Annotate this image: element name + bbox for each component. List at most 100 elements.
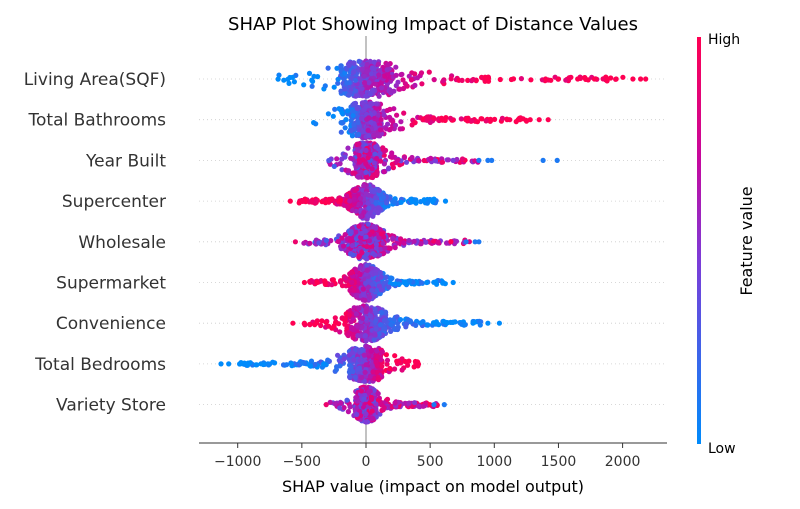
shap-point: [331, 323, 337, 329]
shap-point: [364, 267, 370, 273]
shap-point: [346, 62, 352, 69]
shap-point: [373, 326, 379, 332]
shap-point: [448, 76, 454, 82]
shap-point: [328, 238, 334, 244]
shap-point: [411, 238, 417, 244]
shap-point: [343, 117, 349, 123]
shap-point: [407, 278, 413, 284]
shap-point: [300, 198, 306, 204]
shap-point: [354, 106, 360, 112]
shap-point: [351, 122, 357, 128]
shap-point: [350, 113, 356, 119]
shap-point: [365, 213, 371, 219]
shap-point: [349, 350, 355, 356]
shap-outlier-point: [630, 76, 636, 82]
shap-point: [354, 292, 360, 298]
shap-outlier-point: [536, 117, 542, 123]
shap-point: [286, 80, 292, 86]
shap-point: [314, 320, 320, 326]
shap-point: [368, 415, 374, 422]
shap-outlier-point: [485, 320, 491, 326]
shap-outlier-point: [638, 76, 644, 82]
shap-point: [356, 58, 362, 64]
shap-outlier-point: [575, 76, 581, 82]
shap-point: [397, 86, 403, 92]
shap-point: [381, 326, 387, 332]
shap-point: [363, 309, 369, 315]
shap-point: [339, 109, 345, 116]
shap-point: [352, 187, 358, 193]
shap-point: [326, 323, 332, 329]
shap-point: [384, 396, 391, 402]
shap-point: [373, 194, 379, 201]
shap-point: [351, 357, 357, 363]
shap-point: [338, 129, 344, 135]
shap-point: [334, 156, 340, 162]
shap-point: [359, 66, 365, 72]
shap-point: [388, 321, 394, 327]
shap-point: [347, 404, 353, 410]
shap-point: [392, 400, 398, 406]
shap-point: [346, 92, 352, 98]
shap-point: [499, 115, 505, 121]
shap-point: [497, 76, 503, 83]
shap-point: [365, 164, 371, 170]
feature-label: Total Bathrooms: [28, 111, 167, 131]
shap-point: [398, 199, 404, 205]
shap-point: [367, 373, 373, 379]
shap-point: [361, 396, 367, 402]
shap-outlier-point: [323, 402, 329, 408]
shap-point: [351, 101, 357, 107]
shap-point: [366, 80, 372, 86]
shap-point: [373, 245, 379, 251]
shap-point: [342, 125, 348, 131]
shap-outlier-point: [613, 76, 619, 82]
shap-point: [375, 210, 381, 216]
shap-point: [406, 237, 412, 244]
shap-point: [356, 253, 362, 259]
shap-point: [423, 239, 429, 245]
shap-point: [470, 76, 476, 83]
shap-point: [346, 168, 352, 174]
shap-point: [339, 235, 345, 241]
feature-label: Living Area(SQF): [24, 70, 166, 90]
shap-point: [401, 240, 407, 246]
shap-point: [376, 93, 382, 99]
shap-point: [371, 160, 377, 166]
shap-point: [528, 77, 534, 83]
shap-point: [357, 265, 363, 271]
shap-point: [306, 70, 313, 76]
shap-outlier-point: [643, 76, 649, 82]
shap-point: [348, 128, 354, 134]
shap-point: [325, 111, 331, 117]
shap-point: [354, 411, 360, 418]
shap-point: [359, 347, 365, 353]
shap-point: [339, 167, 345, 173]
shap-outlier-point: [472, 239, 478, 245]
shap-point: [369, 65, 375, 71]
shap-point: [357, 159, 363, 165]
shap-point: [386, 165, 392, 171]
shap-point: [331, 84, 337, 90]
shap-point: [328, 197, 335, 203]
shap-point: [413, 361, 419, 367]
shap-point: [364, 262, 370, 268]
shap-point: [313, 198, 319, 204]
shap-point: [372, 81, 379, 87]
shap-point: [383, 352, 389, 358]
x-tick-label: −500: [283, 454, 321, 470]
shap-point: [372, 332, 378, 338]
shap-outlier-point: [545, 117, 551, 123]
shap-point: [387, 126, 393, 133]
shap-point: [260, 361, 266, 368]
shap-point: [366, 389, 372, 395]
shap-point: [370, 369, 376, 375]
shap-point: [436, 322, 442, 328]
shap-point: [348, 155, 354, 161]
shap-point: [398, 119, 404, 125]
shap-point: [429, 199, 436, 205]
shap-point: [438, 115, 445, 121]
shap-point: [308, 199, 314, 205]
x-tick-label: 0: [362, 454, 371, 470]
shap-point: [379, 349, 385, 355]
